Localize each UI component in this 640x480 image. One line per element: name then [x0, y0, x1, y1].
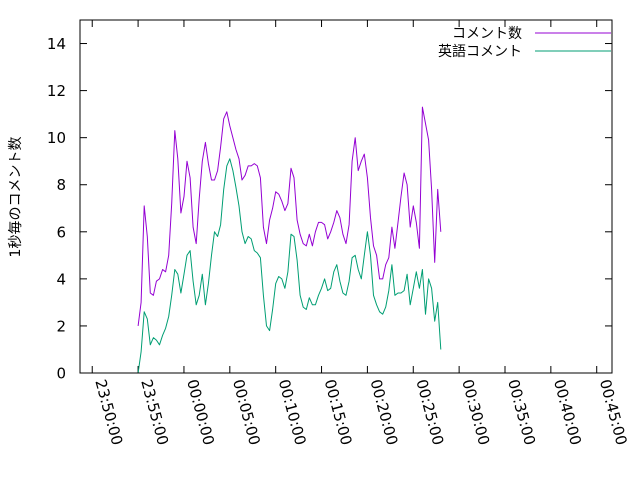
legend-label-2: 英語コメント — [438, 43, 522, 60]
plot-frame — [79, 19, 613, 374]
series-line-1 — [137, 106, 442, 326]
y-tick-label: 14 — [47, 35, 66, 53]
y-tick-label: 12 — [47, 82, 66, 100]
series-line-2 — [137, 158, 442, 374]
y-tick-label: 0 — [56, 365, 66, 383]
legend-label-1: コメント数 — [452, 26, 522, 42]
y-tick-label: 6 — [56, 223, 66, 241]
y-tick-label: 10 — [47, 129, 66, 147]
series-layer — [137, 106, 442, 374]
y-axis-label: 1秒毎のコメント数 — [8, 137, 24, 258]
y-tick-label: 4 — [56, 270, 66, 288]
y-tick-label: 8 — [56, 176, 66, 194]
y-tick-label: 2 — [56, 317, 66, 335]
